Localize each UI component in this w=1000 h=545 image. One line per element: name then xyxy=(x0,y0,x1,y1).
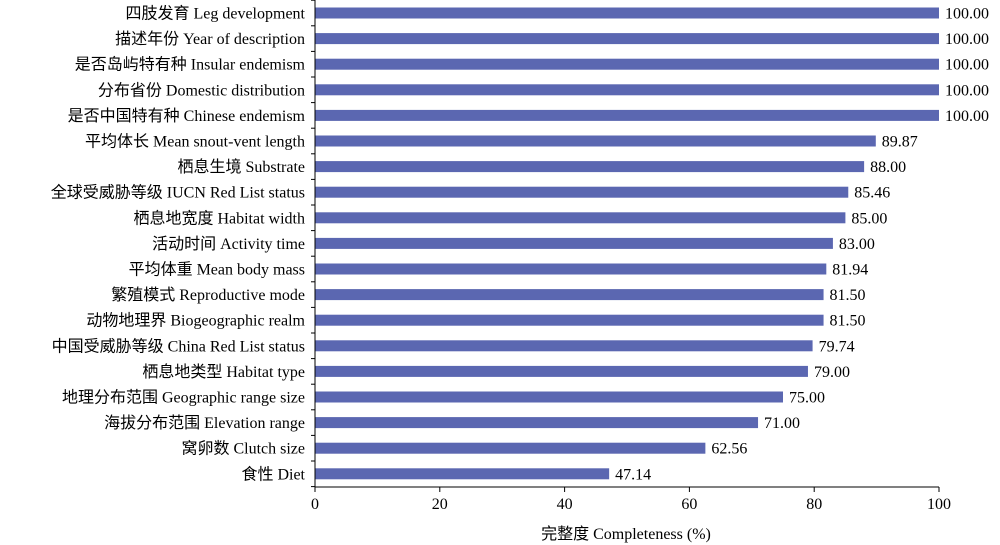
value-label: 88.00 xyxy=(870,159,906,176)
category-label: 平均体长 Mean snout-vent length xyxy=(85,133,305,151)
category-label: 繁殖模式 Reproductive mode xyxy=(111,286,305,304)
value-label: 100.00 xyxy=(945,82,989,99)
bar xyxy=(315,263,827,275)
bar xyxy=(315,161,865,173)
bar xyxy=(315,33,939,45)
x-tick-label: 20 xyxy=(432,496,448,513)
bar xyxy=(315,442,706,454)
bar xyxy=(315,58,939,70)
category-label: 食性 Diet xyxy=(241,465,305,483)
x-tick-label: 40 xyxy=(557,496,573,513)
category-label: 动物地理界 Biogeographic realm xyxy=(86,312,305,330)
bar xyxy=(315,340,813,352)
value-label: 47.14 xyxy=(615,466,651,483)
bar xyxy=(315,237,833,249)
bar xyxy=(315,365,808,377)
category-label: 窝卵数 Clutch size xyxy=(181,440,305,458)
category-label: 中国受威胁等级 China Red List status xyxy=(52,337,305,355)
value-label: 71.00 xyxy=(764,415,800,432)
category-label: 栖息生境 Substrate xyxy=(177,157,305,176)
category-label: 是否中国特有种 Chinese endemism xyxy=(68,107,306,125)
category-label: 是否岛屿特有种 Insular endemism xyxy=(75,56,306,74)
bar xyxy=(315,289,824,301)
x-axis-title: 完整度 Completeness (%) xyxy=(541,525,711,543)
category-label: 地理分布范围 Geographic range size xyxy=(62,389,305,407)
value-label: 62.56 xyxy=(711,441,747,458)
value-label: 85.00 xyxy=(851,210,887,227)
bar xyxy=(315,314,824,326)
bar xyxy=(315,186,849,198)
value-label: 85.46 xyxy=(854,185,890,202)
bar xyxy=(315,84,939,96)
bar xyxy=(315,7,939,19)
labels-group: 四肢发育 Leg development 100.00 描述年份 Year of d… xyxy=(51,5,989,484)
x-tick-label: 60 xyxy=(681,496,697,513)
category-label: 栖息地类型 Habitat type xyxy=(142,363,305,381)
value-label: 79.74 xyxy=(819,338,855,355)
bar xyxy=(315,212,846,224)
value-label: 81.50 xyxy=(830,313,866,330)
bar xyxy=(315,391,783,403)
category-label: 全球受威胁等级 IUCN Red List status xyxy=(51,184,305,202)
category-label: 海拔分布范围 Elevation range xyxy=(104,414,305,432)
x-tick-label: 80 xyxy=(806,496,822,513)
value-label: 81.50 xyxy=(830,287,866,304)
bars-group xyxy=(315,7,939,480)
value-label: 83.00 xyxy=(839,236,875,253)
value-label: 100.00 xyxy=(945,31,989,48)
value-label: 100.00 xyxy=(945,57,989,74)
category-label: 描述年份 Year of description xyxy=(115,30,305,48)
category-label: 活动时间 Activity time xyxy=(152,235,305,253)
axes-group: 0 20 40 60 80 100 xyxy=(311,0,951,513)
value-label: 100.00 xyxy=(945,108,989,125)
value-label: 81.94 xyxy=(832,262,868,279)
bar xyxy=(315,109,939,121)
value-label: 75.00 xyxy=(789,390,825,407)
category-label: 栖息地宽度 Habitat width xyxy=(133,209,305,227)
category-label: 分布省份 Domestic distribution xyxy=(98,81,305,99)
category-label: 四肢发育 Leg development xyxy=(125,5,305,23)
value-label: 100.00 xyxy=(945,6,989,23)
bar xyxy=(315,135,876,147)
x-tick-label: 0 xyxy=(311,496,319,513)
category-label: 平均体重 Mean body mass xyxy=(129,261,305,279)
bar xyxy=(315,417,759,429)
bar xyxy=(315,468,610,480)
value-label: 79.00 xyxy=(814,364,850,381)
x-tick-label: 100 xyxy=(927,496,951,513)
value-label: 89.87 xyxy=(882,134,918,151)
